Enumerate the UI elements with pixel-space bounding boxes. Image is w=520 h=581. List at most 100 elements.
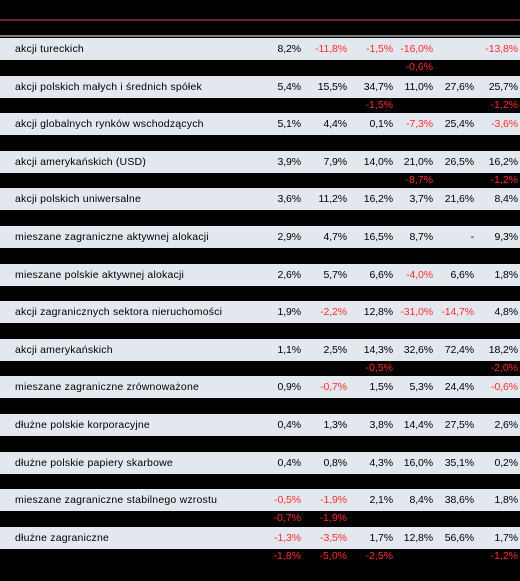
return-value-col3: 4,3% [369,457,393,469]
drawdown-row: -1,5% -1,2% [0,98,520,113]
fund-category-label: akcji amerykańskich (USD) [15,156,147,168]
return-value-col6: 0,2% [494,457,518,469]
return-value-col3: 1,5% [369,381,393,393]
return-value-col6: 8,4% [494,193,518,205]
return-value-col4: 16,0% [403,457,433,469]
table-row: akcji amerykańskich 1,1% 2,5% 14,3% 32,6% 72,… [0,339,520,361]
return-value-col2: -11,8% [315,43,347,55]
return-value-col2: 11,2% [318,193,348,205]
table-row: dłużne polskie korporacyjne 0,4% 1,3% 3,8% 1… [0,414,520,436]
drawdown-value-col2: -1,9% [319,512,347,524]
table-row: akcji amerykańskich (USD) 3,9% 7,9% 14,0% 21… [0,151,520,173]
return-value-col4: -16,0% [400,43,433,55]
return-value-col1: 3,6% [277,193,301,205]
return-value-col6: -13,8% [485,43,518,55]
drawdown-value-col4: -8,7% [405,174,433,186]
return-value-col3: 12,8% [363,306,393,318]
return-value-col6: 4,8% [494,306,518,318]
fund-category-label: akcji zagranicznych sektora nieruchomośc… [15,306,223,318]
return-value-col5: 38,6% [444,494,474,506]
return-value-col5: 27,6% [444,81,474,93]
table-row: mieszane zagraniczne aktywnej alokacji 2,… [0,226,520,248]
return-value-col6: 16,2% [488,156,518,168]
return-value-col5: 25,4% [444,118,474,130]
return-value-col5: 27,5% [444,419,474,431]
table-row: akcji polskich uniwersalne 3,6% 11,2% 16,2%… [0,188,520,210]
return-value-col2: 7,9% [323,156,347,168]
drawdown-row: -0,5% -2,0% [0,361,520,376]
return-value-col5: 56,6% [444,532,474,544]
return-value-col2: 15,5% [317,81,347,93]
return-value-col4: 8,7% [409,231,433,243]
return-value-col4: 21,0% [403,156,433,168]
return-value-col3: 6,6% [369,269,393,281]
return-value-col5: 26,5% [444,156,474,168]
return-value-col1: 1,9% [277,306,301,318]
drawdown-value-col1: -0,7% [273,512,301,524]
return-value-col3: 1,7% [369,532,393,544]
fund-category-label: mieszane zagraniczne stabilnego wzrostu [15,494,218,506]
return-value-col2: 2,5% [323,344,347,356]
fund-category-label: dłużne polskie korporacyjne [15,419,150,431]
return-value-col4: 8,4% [409,494,433,506]
drawdown-row: -0,7% -1,9% [0,511,520,526]
return-value-col5: 72,4% [444,344,474,356]
return-value-col5: 35,1% [444,457,474,469]
return-value-col5: 6,6% [450,269,474,281]
return-value-col1: 2,6% [277,269,301,281]
table-row: mieszane polskie aktywnej alokacji 2,6% 5,… [0,264,520,286]
drawdown-value-col6: -1,2% [490,99,518,111]
return-value-col4: 32,6% [403,344,433,356]
table-row: akcji globalnych rynków wschodzących 5,1%… [0,113,520,135]
return-value-col5: - [470,231,475,243]
return-value-col3: 16,5% [363,231,393,243]
return-value-col1: 8,2% [277,43,301,55]
return-value-col4: 11,0% [404,81,434,93]
return-value-col4: 14,4% [403,419,433,431]
return-value-col1: -1,3% [274,532,301,544]
drawdown-row: -1,8% -5,0% -2,5% -1,2% [0,549,520,564]
return-value-col1: 3,9% [277,156,301,168]
return-value-col3: -1,5% [366,43,393,55]
fund-category-label: mieszane polskie aktywnej alokacji [15,269,185,281]
table-top-rule [0,35,520,37]
return-value-col4: 5,3% [409,381,433,393]
fund-category-label: akcji polskich uniwersalne [15,193,142,205]
return-value-col3: 14,0% [363,156,393,168]
table-row: akcji polskich małych i średnich spółek 5… [0,76,520,98]
drawdown-value-col6: -1,2% [490,550,518,562]
return-value-col4: 12,8% [403,532,433,544]
fund-category-label: mieszane zagraniczne aktywnej alokacji [15,231,209,243]
return-value-col6: -3,6% [491,118,518,130]
fund-category-label: dłużne polskie papiery skarbowe [15,457,173,469]
return-value-col1: 5,1% [277,118,301,130]
return-value-col6: 2,6% [494,419,518,431]
return-value-col5: 21,6% [444,193,474,205]
return-value-col4: -31,0% [400,306,433,318]
drawdown-value-col3: -1,5% [365,99,393,111]
return-value-col1: 2,9% [277,231,301,243]
return-value-col2: 4,4% [323,118,347,130]
return-value-col6: 18,2% [488,344,518,356]
table-row: mieszane zagraniczne stabilnego wzrostu -… [0,489,520,511]
fund-category-label: mieszane zagraniczne zrównoważone [15,381,200,393]
return-value-col1: 5,4% [277,81,301,93]
table-row: mieszane zagraniczne zrównoważone 0,9% -0,… [0,376,520,398]
return-value-col1: -0,5% [274,494,301,506]
return-value-col3: 2,1% [369,494,393,506]
table-row: dłużne polskie papiery skarbowe 0,4% 0,8% 4… [0,452,520,474]
return-value-col1: 0,9% [277,381,301,393]
drawdown-value-col2: -5,0% [319,550,347,562]
return-value-col5: 24,4% [444,381,474,393]
drawdown-row: -8,7% -1,2% [0,173,520,188]
fund-category-label: dłużne zagraniczne [15,532,110,544]
drawdown-value-col6: -2,0% [490,362,518,374]
table-row: dłużne zagraniczne -1,3% -3,5% 1,7% 12,8% 56,… [0,527,520,549]
return-value-col4: -4,0% [406,269,433,281]
return-value-col1: 1,1% [277,344,301,356]
return-value-col4: 3,7% [409,193,433,205]
return-value-col3: 16,2% [363,193,393,205]
return-value-col2: 5,7% [323,269,347,281]
fund-category-label: akcji globalnych rynków wschodzących [15,118,204,130]
